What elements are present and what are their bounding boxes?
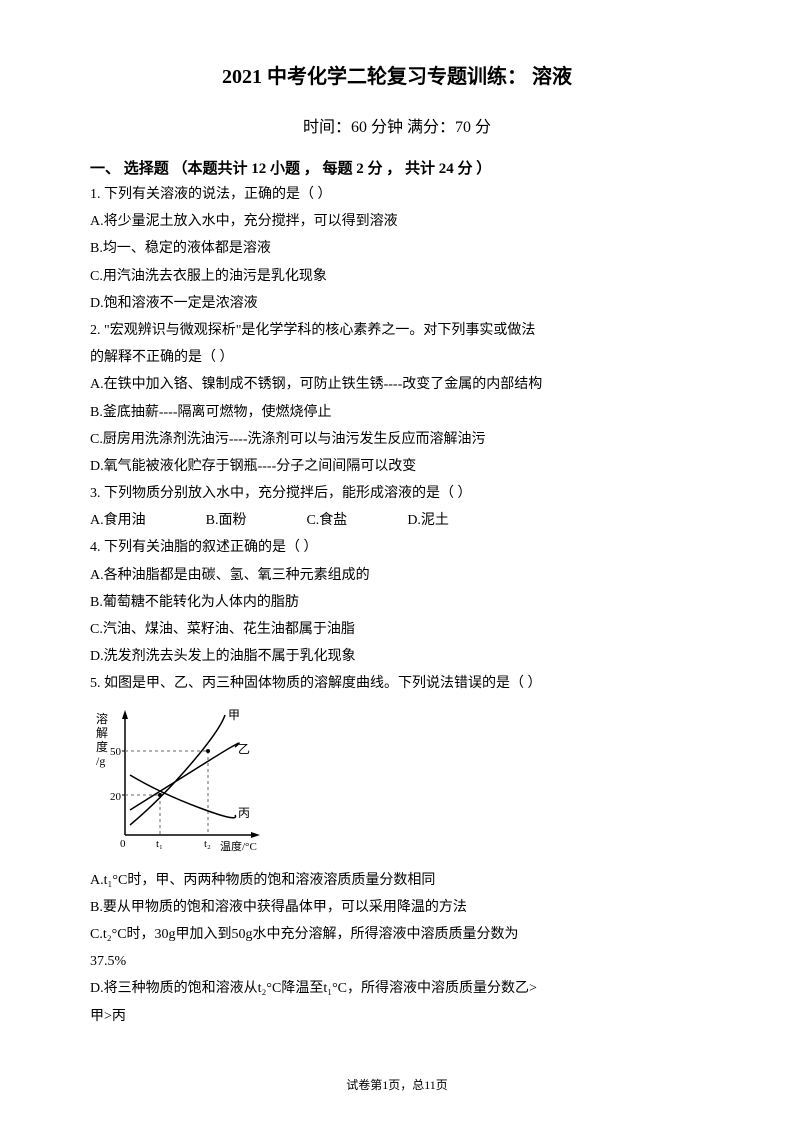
question-3: 3. 下列物质分别放入水中，充分搅拌后，能形成溶液的是（ ） — [90, 481, 704, 506]
q5-option-d-line2: 甲>丙 — [90, 1004, 704, 1029]
q5-option-a: A.t₁°C时，甲、丙两种物质的饱和溶液溶质质量分数相同 — [90, 868, 704, 893]
section-header: 一、 选择题 （本题共计 12 小题 ， 每题 2 分 ， 共计 24 分 ） — [90, 157, 704, 178]
q1-option-c: C.用汽油洗去衣服上的油污是乳化现象 — [90, 264, 704, 289]
q1-option-d: D.饱和溶液不一定是浓溶液 — [90, 291, 704, 316]
q2-option-a: A.在铁中加入铬、镍制成不锈钢，可防止铁生锈----改变了金属的内部结构 — [90, 372, 704, 397]
q3-option-d: D.泥土 — [407, 508, 449, 533]
ylabel-3: 度 — [96, 739, 108, 754]
q3-option-a: A.食用油 — [90, 508, 146, 533]
q5-option-d-line1: D.将三种物质的饱和溶液从t₂°C降温至t₁°C，所得溶液中溶质质量分数乙> — [90, 976, 704, 1001]
x-arrow — [251, 832, 260, 838]
point-t1 — [158, 793, 162, 797]
page-footer: 试卷第1页，总11页 — [0, 1076, 794, 1093]
xlabel: 温度/°C — [220, 839, 257, 853]
page-title: 2021 中考化学二轮复习专题训练： 溶液 — [90, 60, 704, 89]
ytick-20: 20 — [110, 791, 122, 803]
q1-option-b: B.均一、稳定的液体都是溶液 — [90, 236, 704, 261]
q2-option-b: B.釜底抽薪----隔离可燃物，使燃烧停止 — [90, 400, 704, 425]
q3-option-b: B.面粉 — [206, 508, 247, 533]
ylabel-2: 解 — [96, 726, 108, 740]
q4-option-b: B.葡萄糖不能转化为人体内的脂肪 — [90, 590, 704, 615]
q4-option-a: A.各种油脂都是由碳、氢、氧三种元素组成的 — [90, 563, 704, 588]
xtick-t2: t₂ — [204, 838, 211, 850]
q3-options: A.食用油 B.面粉 C.食盐 D.泥土 — [90, 508, 704, 533]
question-4: 4. 下列有关油脂的叙述正确的是（ ） — [90, 535, 704, 560]
origin-0: 0 — [120, 838, 126, 850]
q1-option-a: A.将少量泥土放入水中，充分搅拌，可以得到溶液 — [90, 209, 704, 234]
q3-option-c: C.食盐 — [306, 508, 347, 533]
question-2-line1: 2. "宏观辨识与微观探析"是化学学科的核心素养之一。对下列事实或做法 — [90, 318, 704, 343]
curve-jia — [130, 715, 225, 825]
label-bing: 丙 — [238, 806, 250, 820]
solubility-chart: 溶 解 度 /g 20 50 甲 乙 丙 — [90, 705, 270, 860]
xtick-t1: t₁ — [156, 838, 163, 850]
yunit: /g — [96, 754, 105, 768]
q4-option-c: C.汽油、煤油、菜籽油、花生油都属于油脂 — [90, 617, 704, 642]
question-2-line2: 的解释不正确的是（ ） — [90, 345, 704, 370]
q5-option-c-line2: 37.5% — [90, 949, 704, 974]
point-t2 — [206, 749, 210, 753]
label-jia: 甲 — [228, 708, 240, 722]
question-1: 1. 下列有关溶液的说法，正确的是（ ） — [90, 182, 704, 207]
q4-option-d: D.洗发剂洗去头发上的油脂不属于乳化现象 — [90, 644, 704, 669]
y-arrow — [122, 710, 128, 719]
label-yi: 乙 — [238, 742, 250, 756]
page-subtitle: 时间：60 分钟 满分：70 分 — [90, 113, 704, 137]
q2-option-d: D.氧气能被液化贮存于钢瓶----分子之间间隔可以改变 — [90, 454, 704, 479]
q5-option-b: B.要从甲物质的饱和溶液中获得晶体甲，可以采用降温的方法 — [90, 895, 704, 920]
q2-option-c: C.厨房用洗涤剂洗油污----洗涤剂可以与油污发生反应而溶解油污 — [90, 427, 704, 452]
question-5: 5. 如图是甲、乙、丙三种固体物质的溶解度曲线。下列说法错误的是（ ） — [90, 671, 704, 696]
curve-yi — [130, 743, 239, 810]
ytick-50: 50 — [110, 746, 122, 758]
ylabel-1: 溶 — [96, 711, 108, 726]
q5-option-c-line1: C.t₂°C时，30g甲加入到50g水中充分溶解，所得溶液中溶质质量分数为 — [90, 922, 704, 947]
chart-svg: 溶 解 度 /g 20 50 甲 乙 丙 — [90, 705, 270, 860]
